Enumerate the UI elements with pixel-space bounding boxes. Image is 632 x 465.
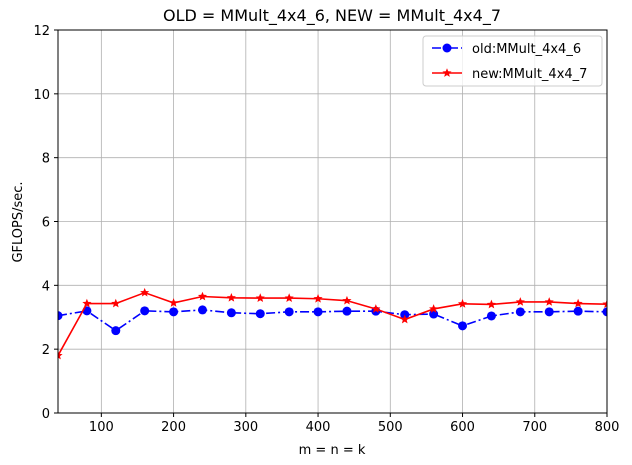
plot-frame bbox=[57, 29, 608, 414]
legend-label: new:MMult_4x4_7 bbox=[472, 67, 587, 82]
x-tick-label: 200 bbox=[161, 420, 186, 435]
data-point bbox=[284, 293, 294, 302]
data-point bbox=[515, 307, 525, 317]
series-line bbox=[58, 291, 607, 356]
data-point bbox=[111, 326, 121, 336]
data-point bbox=[457, 299, 468, 308]
data-point bbox=[602, 307, 607, 317]
data-point bbox=[58, 350, 63, 360]
legend: old:MMult_4x4_6 new:MMult_4x4_7 bbox=[422, 35, 603, 87]
data-point bbox=[255, 309, 265, 319]
y-tick-label: 8 bbox=[42, 152, 50, 167]
x-tick-label: 800 bbox=[595, 420, 620, 435]
y-tick-label: 4 bbox=[42, 279, 50, 294]
data-point bbox=[111, 298, 121, 308]
data-point bbox=[602, 299, 607, 309]
data-point bbox=[140, 287, 150, 297]
y-axis-ticks: 0 2 4 6 8 10 12 bbox=[33, 24, 58, 422]
data-point bbox=[313, 293, 323, 303]
legend-label: old:MMult_4x4_6 bbox=[472, 42, 581, 57]
legend-marker bbox=[442, 43, 452, 53]
legend-box bbox=[422, 35, 603, 87]
data-point bbox=[515, 297, 525, 306]
data-point bbox=[169, 307, 179, 317]
y-tick-label: 0 bbox=[42, 407, 50, 422]
x-tick-label: 700 bbox=[522, 420, 547, 435]
data-point bbox=[255, 293, 265, 302]
chart-title: OLD = MMult_4x4_6, NEW = MMult_4x4_7 bbox=[163, 6, 501, 26]
data-point bbox=[226, 308, 236, 318]
data-point bbox=[486, 299, 496, 309]
grid-lines bbox=[58, 29, 608, 414]
data-point bbox=[429, 304, 439, 313]
y-tick-label: 6 bbox=[42, 216, 50, 231]
series-1 bbox=[58, 305, 607, 336]
data-point bbox=[342, 306, 352, 316]
series-layer bbox=[58, 287, 607, 360]
data-point bbox=[284, 307, 294, 317]
data-point bbox=[371, 304, 381, 313]
data-point bbox=[140, 306, 150, 316]
x-tick-label: 400 bbox=[306, 420, 331, 435]
data-point bbox=[226, 292, 236, 302]
series-line bbox=[58, 309, 607, 332]
x-tick-label: 300 bbox=[233, 420, 258, 435]
data-point bbox=[197, 305, 207, 315]
x-tick-label: 100 bbox=[89, 420, 114, 435]
x-axis-ticks: 100 200 300 400 500 600 700 800 bbox=[89, 413, 619, 435]
y-tick-label: 10 bbox=[33, 88, 50, 103]
data-point bbox=[573, 306, 583, 316]
data-point bbox=[197, 291, 208, 301]
x-tick-label: 500 bbox=[378, 420, 403, 435]
y-tick-label: 12 bbox=[33, 24, 50, 39]
data-point bbox=[400, 314, 410, 324]
data-point bbox=[458, 321, 468, 331]
y-tick-label: 2 bbox=[42, 343, 50, 358]
data-point bbox=[82, 298, 92, 308]
data-point bbox=[544, 297, 554, 306]
data-point bbox=[342, 295, 352, 305]
x-axis-label: m = n = k bbox=[299, 443, 366, 458]
legend-marker bbox=[442, 68, 452, 77]
data-point bbox=[313, 307, 323, 317]
y-axis-label: GFLOPS/sec. bbox=[11, 181, 26, 262]
data-point bbox=[58, 311, 63, 321]
data-point bbox=[486, 311, 496, 321]
series-2 bbox=[58, 287, 607, 360]
data-point bbox=[573, 298, 583, 308]
data-point bbox=[544, 307, 554, 317]
data-point bbox=[169, 298, 179, 307]
x-tick-label: 600 bbox=[450, 420, 475, 435]
